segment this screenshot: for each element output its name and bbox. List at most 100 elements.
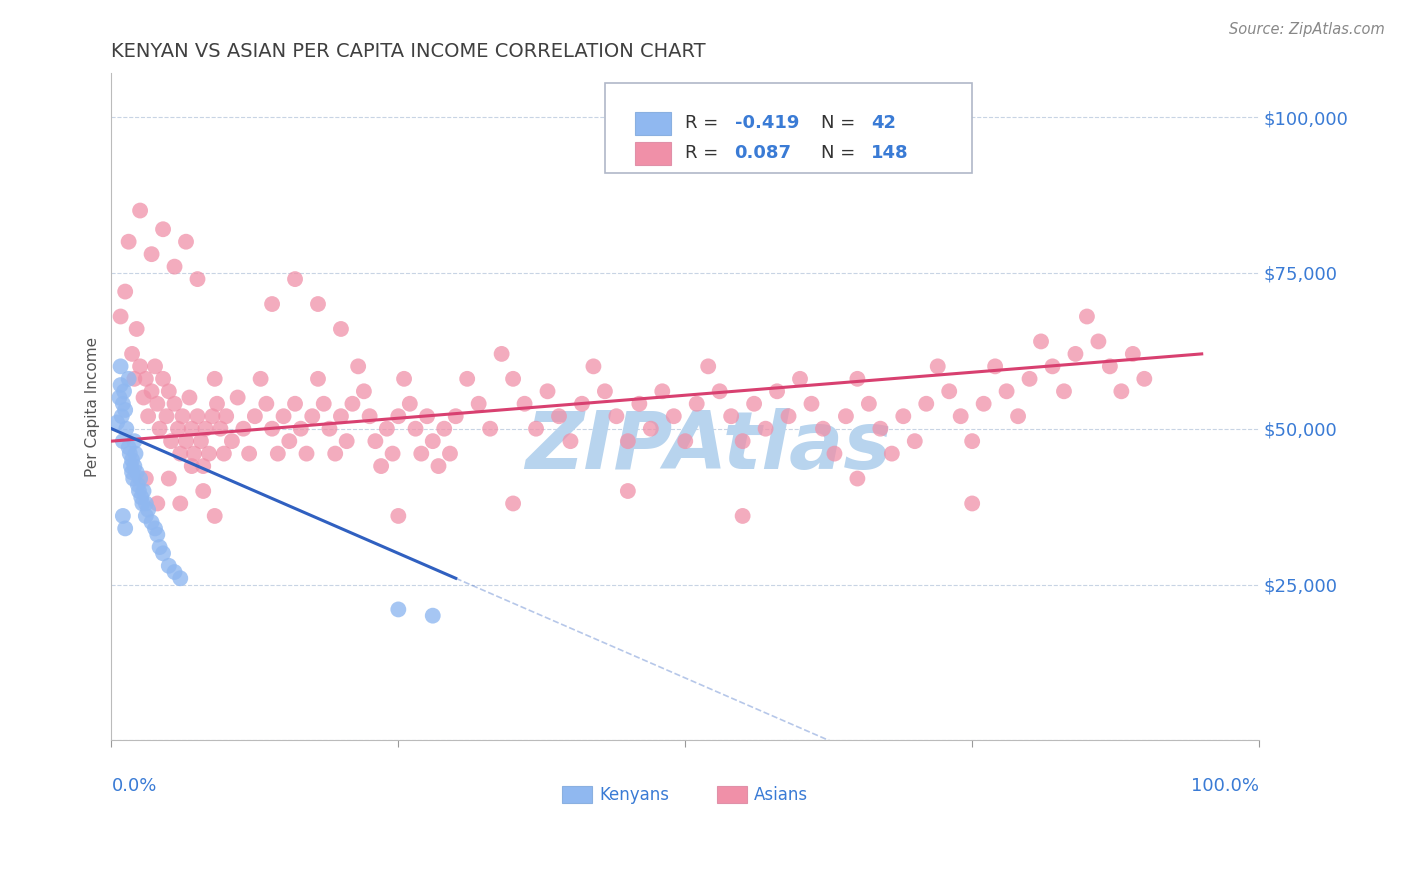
Point [174, 434, 197, 449]
Point [295, 447, 318, 461]
Point [204, 372, 226, 386]
Point [571, 397, 593, 411]
Point [307, 372, 329, 386]
Point [709, 384, 731, 399]
Point [1064, 347, 1087, 361]
Text: KENYAN VS ASIAN PER CAPITA INCOME CORRELATION CHART: KENYAN VS ASIAN PER CAPITA INCOME CORREL… [111, 42, 706, 61]
Point [984, 359, 1007, 374]
Text: R =: R = [685, 145, 724, 162]
Point [114, 285, 136, 299]
Point [823, 447, 845, 461]
Point [904, 434, 927, 449]
Point [131, 496, 153, 510]
Point [640, 422, 662, 436]
Point [329, 322, 352, 336]
Point [120, 459, 142, 474]
Point [915, 397, 938, 411]
Point [1042, 359, 1064, 374]
Point [132, 391, 155, 405]
Point [118, 447, 141, 461]
Point [108, 391, 131, 405]
Point [513, 397, 536, 411]
Point [180, 459, 202, 474]
Point [662, 409, 685, 424]
Point [117, 372, 139, 386]
Text: 148: 148 [872, 145, 908, 162]
Point [456, 372, 478, 386]
Point [174, 235, 197, 249]
Point [163, 565, 186, 579]
Point [205, 397, 228, 411]
Point [307, 297, 329, 311]
Point [731, 434, 754, 449]
Point [869, 422, 891, 436]
Point [117, 235, 139, 249]
Point [318, 422, 340, 436]
Point [392, 372, 415, 386]
Point [891, 409, 914, 424]
Point [560, 434, 582, 449]
Point [846, 372, 869, 386]
Point [143, 521, 166, 535]
Point [172, 409, 194, 424]
Point [422, 608, 444, 623]
Point [301, 409, 323, 424]
Point [194, 422, 217, 436]
Point [284, 272, 307, 286]
Point [125, 322, 148, 336]
Point [132, 483, 155, 498]
Point [416, 409, 439, 424]
Text: Source: ZipAtlas.com: Source: ZipAtlas.com [1229, 22, 1385, 37]
Point [135, 496, 157, 510]
Point [387, 508, 409, 523]
FancyBboxPatch shape [562, 786, 592, 803]
Point [183, 447, 205, 461]
Point [149, 540, 172, 554]
Point [141, 515, 163, 529]
Point [215, 409, 238, 424]
Point [766, 384, 789, 399]
Point [387, 602, 409, 616]
Point [201, 409, 224, 424]
Point [152, 222, 174, 236]
FancyBboxPatch shape [605, 84, 972, 173]
Point [502, 372, 524, 386]
Point [960, 434, 983, 449]
FancyBboxPatch shape [634, 142, 672, 165]
Text: 100.0%: 100.0% [1191, 777, 1260, 795]
Point [267, 447, 290, 461]
Point [359, 409, 381, 424]
Point [141, 384, 163, 399]
Point [1029, 334, 1052, 349]
Point [180, 422, 202, 436]
Point [1018, 372, 1040, 386]
Point [502, 496, 524, 510]
Point [370, 459, 392, 474]
Point [284, 397, 307, 411]
Point [651, 384, 673, 399]
Point [204, 508, 226, 523]
Text: Asians: Asians [754, 786, 808, 804]
Point [136, 409, 159, 424]
Point [124, 372, 146, 386]
Point [593, 384, 616, 399]
Text: 42: 42 [872, 114, 896, 132]
Point [121, 453, 143, 467]
Point [755, 422, 778, 436]
Point [212, 447, 235, 461]
Point [312, 397, 335, 411]
Point [342, 397, 364, 411]
Point [329, 409, 352, 424]
Text: N =: N = [821, 114, 860, 132]
Point [221, 434, 243, 449]
Point [146, 496, 169, 510]
Point [157, 384, 180, 399]
Point [405, 422, 427, 436]
Point [249, 372, 271, 386]
Point [111, 397, 134, 411]
Point [117, 441, 139, 455]
Point [149, 422, 172, 436]
Point [479, 422, 502, 436]
Point [439, 447, 461, 461]
Point [720, 409, 742, 424]
